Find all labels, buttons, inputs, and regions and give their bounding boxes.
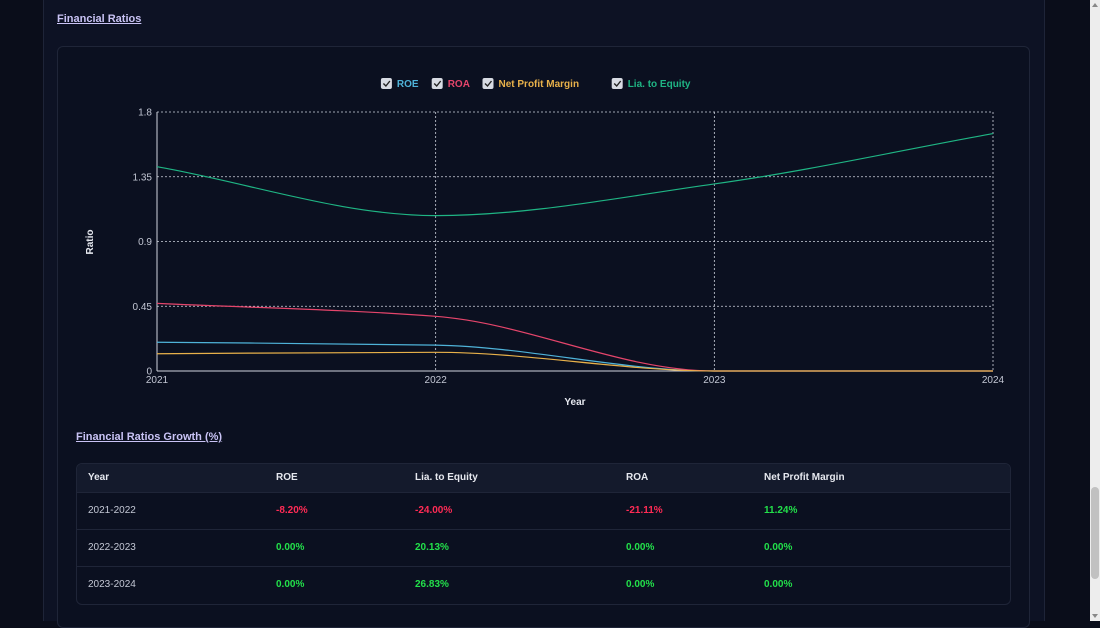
x-tick-label: 2023 xyxy=(703,375,726,386)
series-line-lia-to-equity xyxy=(156,132,994,217)
legend-label-roa[interactable]: ROA xyxy=(448,79,470,90)
scroll-thumb[interactable] xyxy=(1091,487,1099,579)
y-axis-label: Ratio xyxy=(85,230,96,255)
growth-title[interactable]: Financial Ratios Growth (%) xyxy=(76,431,223,443)
check-icon xyxy=(433,80,442,88)
page-scrollbar[interactable] xyxy=(1090,0,1100,621)
table-row: 2021-2022 -8.20% -24.00% -21.11% 11.24% xyxy=(77,492,1010,529)
header-roa: ROA xyxy=(626,472,649,484)
table-row: 2022-2023 0.00% 20.13% 0.00% 0.00% xyxy=(77,529,1010,566)
legend-label-lia-to-equity[interactable]: Lia. to Equity xyxy=(628,79,691,90)
header-lia-to-equity: Lia. to Equity xyxy=(415,472,478,484)
cell-net-profit-margin: 11.24% xyxy=(764,505,798,516)
cell-lia-to-equity: -24.00% xyxy=(415,505,453,516)
series-line-roa xyxy=(156,302,993,372)
y-tick-label: 0 xyxy=(146,367,152,378)
check-icon xyxy=(484,80,493,88)
cell-roe: 0.00% xyxy=(276,542,305,553)
cell-roe: 0.00% xyxy=(276,579,305,591)
y-tick-label: 0.45 xyxy=(133,302,153,313)
section-title[interactable]: Financial Ratios xyxy=(57,13,142,25)
header-net-profit-margin: Net Profit Margin xyxy=(764,472,845,484)
header-roe: ROE xyxy=(276,472,298,484)
cell-roa: 0.00% xyxy=(626,542,655,553)
legend-checkbox-roa[interactable] xyxy=(431,78,443,89)
cell-roa: -21.11% xyxy=(626,505,663,516)
legend-checkbox-lia-to-equity[interactable] xyxy=(611,78,623,89)
check-icon xyxy=(613,80,622,88)
table-row: 2023-2024 0.00% 26.83% 0.00% 0.00% xyxy=(77,566,1010,603)
y-tick-label: 0.9 xyxy=(138,237,152,248)
check-icon xyxy=(382,80,391,88)
cell-roa: 0.00% xyxy=(626,579,655,591)
series-line-net-profit-margin xyxy=(156,351,993,372)
cell-net-profit-margin: 0.00% xyxy=(764,542,793,553)
y-tick-label: 1.8 xyxy=(138,108,152,119)
x-tick-label: 2022 xyxy=(425,375,448,386)
legend-checkbox-net-profit-margin[interactable] xyxy=(482,78,494,89)
y-tick-label: 1.35 xyxy=(133,172,153,183)
scroll-down-icon[interactable] xyxy=(1092,614,1098,618)
cell-net-profit-margin: 0.00% xyxy=(764,579,793,591)
cell-year: 2023-2024 xyxy=(88,579,136,591)
cell-lia-to-equity: 26.83% xyxy=(415,579,449,591)
cell-roe: -8.20% xyxy=(276,505,308,516)
table-header-row: Year ROE Lia. to Equity ROA Net Profit M… xyxy=(77,464,1010,492)
legend-label-roe[interactable]: ROE xyxy=(397,79,419,90)
line-chart: 0 0.45 0.9 1.35 1.8 2021 2022 2023 2024 Year Ratio… xyxy=(85,78,1005,408)
cell-lia-to-equity: 20.13% xyxy=(415,542,449,553)
cell-year: 2021-2022 xyxy=(88,505,136,516)
x-tick-label: 2024 xyxy=(982,375,1005,386)
x-axis-label: Year xyxy=(564,397,585,408)
scroll-up-icon[interactable] xyxy=(1092,3,1098,7)
growth-table: Year ROE Lia. to Equity ROA Net Profit M… xyxy=(76,463,1011,605)
legend-checkbox-roe[interactable] xyxy=(380,78,392,89)
legend-label-net-profit-margin[interactable]: Net Profit Margin xyxy=(499,79,580,90)
cell-year: 2022-2023 xyxy=(88,542,136,553)
x-tick-label: 2021 xyxy=(146,375,169,386)
header-year: Year xyxy=(88,472,110,484)
